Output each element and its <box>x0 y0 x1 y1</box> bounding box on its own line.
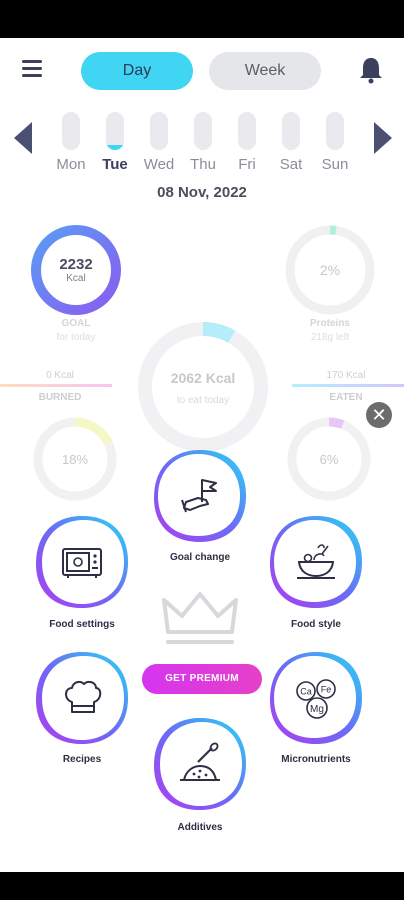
bell-icon[interactable] <box>358 56 384 84</box>
day-label: Tue <box>102 156 128 173</box>
minerals-icon: Ca Fe Mg <box>296 679 336 719</box>
day-label: Fri <box>238 156 256 173</box>
day-label: Mon <box>56 156 86 173</box>
mineral-label: Fe <box>321 685 332 695</box>
tile-label: Additives <box>177 822 223 833</box>
fats-ring[interactable]: 18% <box>32 416 118 502</box>
food-style-tile[interactable] <box>266 512 366 612</box>
carbs-percent: 6% <box>319 452 339 467</box>
day-mon[interactable]: Mon <box>53 112 89 173</box>
tile-label: Goal change <box>169 552 230 563</box>
get-premium-button[interactable]: GET PREMIUM <box>142 664 262 694</box>
burned-bar <box>0 384 112 387</box>
microwave-icon <box>62 548 102 578</box>
prev-week-arrow[interactable] <box>14 122 32 154</box>
carbs-ring[interactable]: 6% <box>286 416 372 502</box>
goal-unit: Kcal <box>66 273 86 284</box>
burned-value: 0 Kcal <box>46 370 74 381</box>
calories-remaining-sublabel: to eat today <box>176 395 230 406</box>
eaten-value: 170 Kcal <box>326 370 366 381</box>
selected-date: 08 Nov, 2022 <box>157 184 247 201</box>
day-label: Sat <box>279 156 303 173</box>
proteins-ring[interactable]: 2% <box>284 224 376 316</box>
tile-label: Food settings <box>49 619 115 630</box>
tile-label: Food style <box>290 619 341 630</box>
day-pill <box>106 112 124 150</box>
proteins-percent: 2% <box>319 262 341 278</box>
proteins-label: Proteins <box>309 318 350 329</box>
goal-ring[interactable]: 2232 Kcal <box>30 224 122 316</box>
spoon-powder-icon <box>180 742 220 781</box>
day-sat[interactable]: Sat <box>273 112 309 173</box>
proteins-sublabel: 218g left <box>310 332 350 343</box>
tile-label: Micronutrients <box>281 754 351 765</box>
status-bar <box>0 0 404 38</box>
goal-label: GOAL <box>61 318 91 329</box>
day-label: Wed <box>143 156 175 173</box>
day-tue[interactable]: Tue <box>97 112 133 173</box>
mineral-label: Ca <box>300 687 312 697</box>
day-pill <box>238 112 256 150</box>
eaten-label: EATEN <box>329 392 363 403</box>
day-pill <box>326 112 344 150</box>
calories-remaining-value: 2062 Kcal <box>170 370 236 386</box>
day-thu[interactable]: Thu <box>185 112 221 173</box>
day-wed[interactable]: Wed <box>141 112 177 173</box>
micronutrients-tile[interactable]: Ca Fe Mg <box>266 648 366 748</box>
menu-icon[interactable] <box>22 60 42 80</box>
recipes-tile[interactable] <box>32 648 132 748</box>
chef-hat-icon <box>65 680 102 713</box>
tab-week[interactable]: Week <box>209 52 321 90</box>
system-nav-bar <box>0 872 404 900</box>
day-fri[interactable]: Fri <box>229 112 265 173</box>
crown-icon <box>162 592 238 644</box>
day-pill <box>150 112 168 150</box>
additives-tile[interactable] <box>150 714 250 814</box>
mineral-label: Mg <box>310 704 324 715</box>
proteins-progress-arc <box>285 225 375 315</box>
app-screen: Day Week Mon Tue Wed Thu Fri Sat Sun 08 … <box>0 38 404 872</box>
goal-change-tile[interactable] <box>150 446 250 546</box>
fats-percent: 18% <box>61 452 89 467</box>
goal-sublabel: for today <box>56 332 96 343</box>
day-pill <box>194 112 212 150</box>
flag-hand-icon <box>181 479 217 513</box>
eaten-bar <box>292 384 404 387</box>
calories-remaining-ring[interactable]: 2062 Kcal to eat today <box>136 320 270 454</box>
next-week-arrow[interactable] <box>374 122 392 154</box>
day-pill <box>62 112 80 150</box>
tab-day[interactable]: Day <box>81 52 193 90</box>
day-sun[interactable]: Sun <box>317 112 353 173</box>
food-settings-tile[interactable] <box>32 512 132 612</box>
close-menu-button[interactable]: ✕ <box>366 402 392 428</box>
tile-label: Recipes <box>62 754 102 765</box>
food-bowl-icon <box>297 544 335 579</box>
day-label: Thu <box>190 156 216 173</box>
day-label: Sun <box>321 156 349 173</box>
goal-value: 2232 <box>59 256 93 273</box>
day-pill <box>282 112 300 150</box>
burned-label: BURNED <box>38 392 82 403</box>
